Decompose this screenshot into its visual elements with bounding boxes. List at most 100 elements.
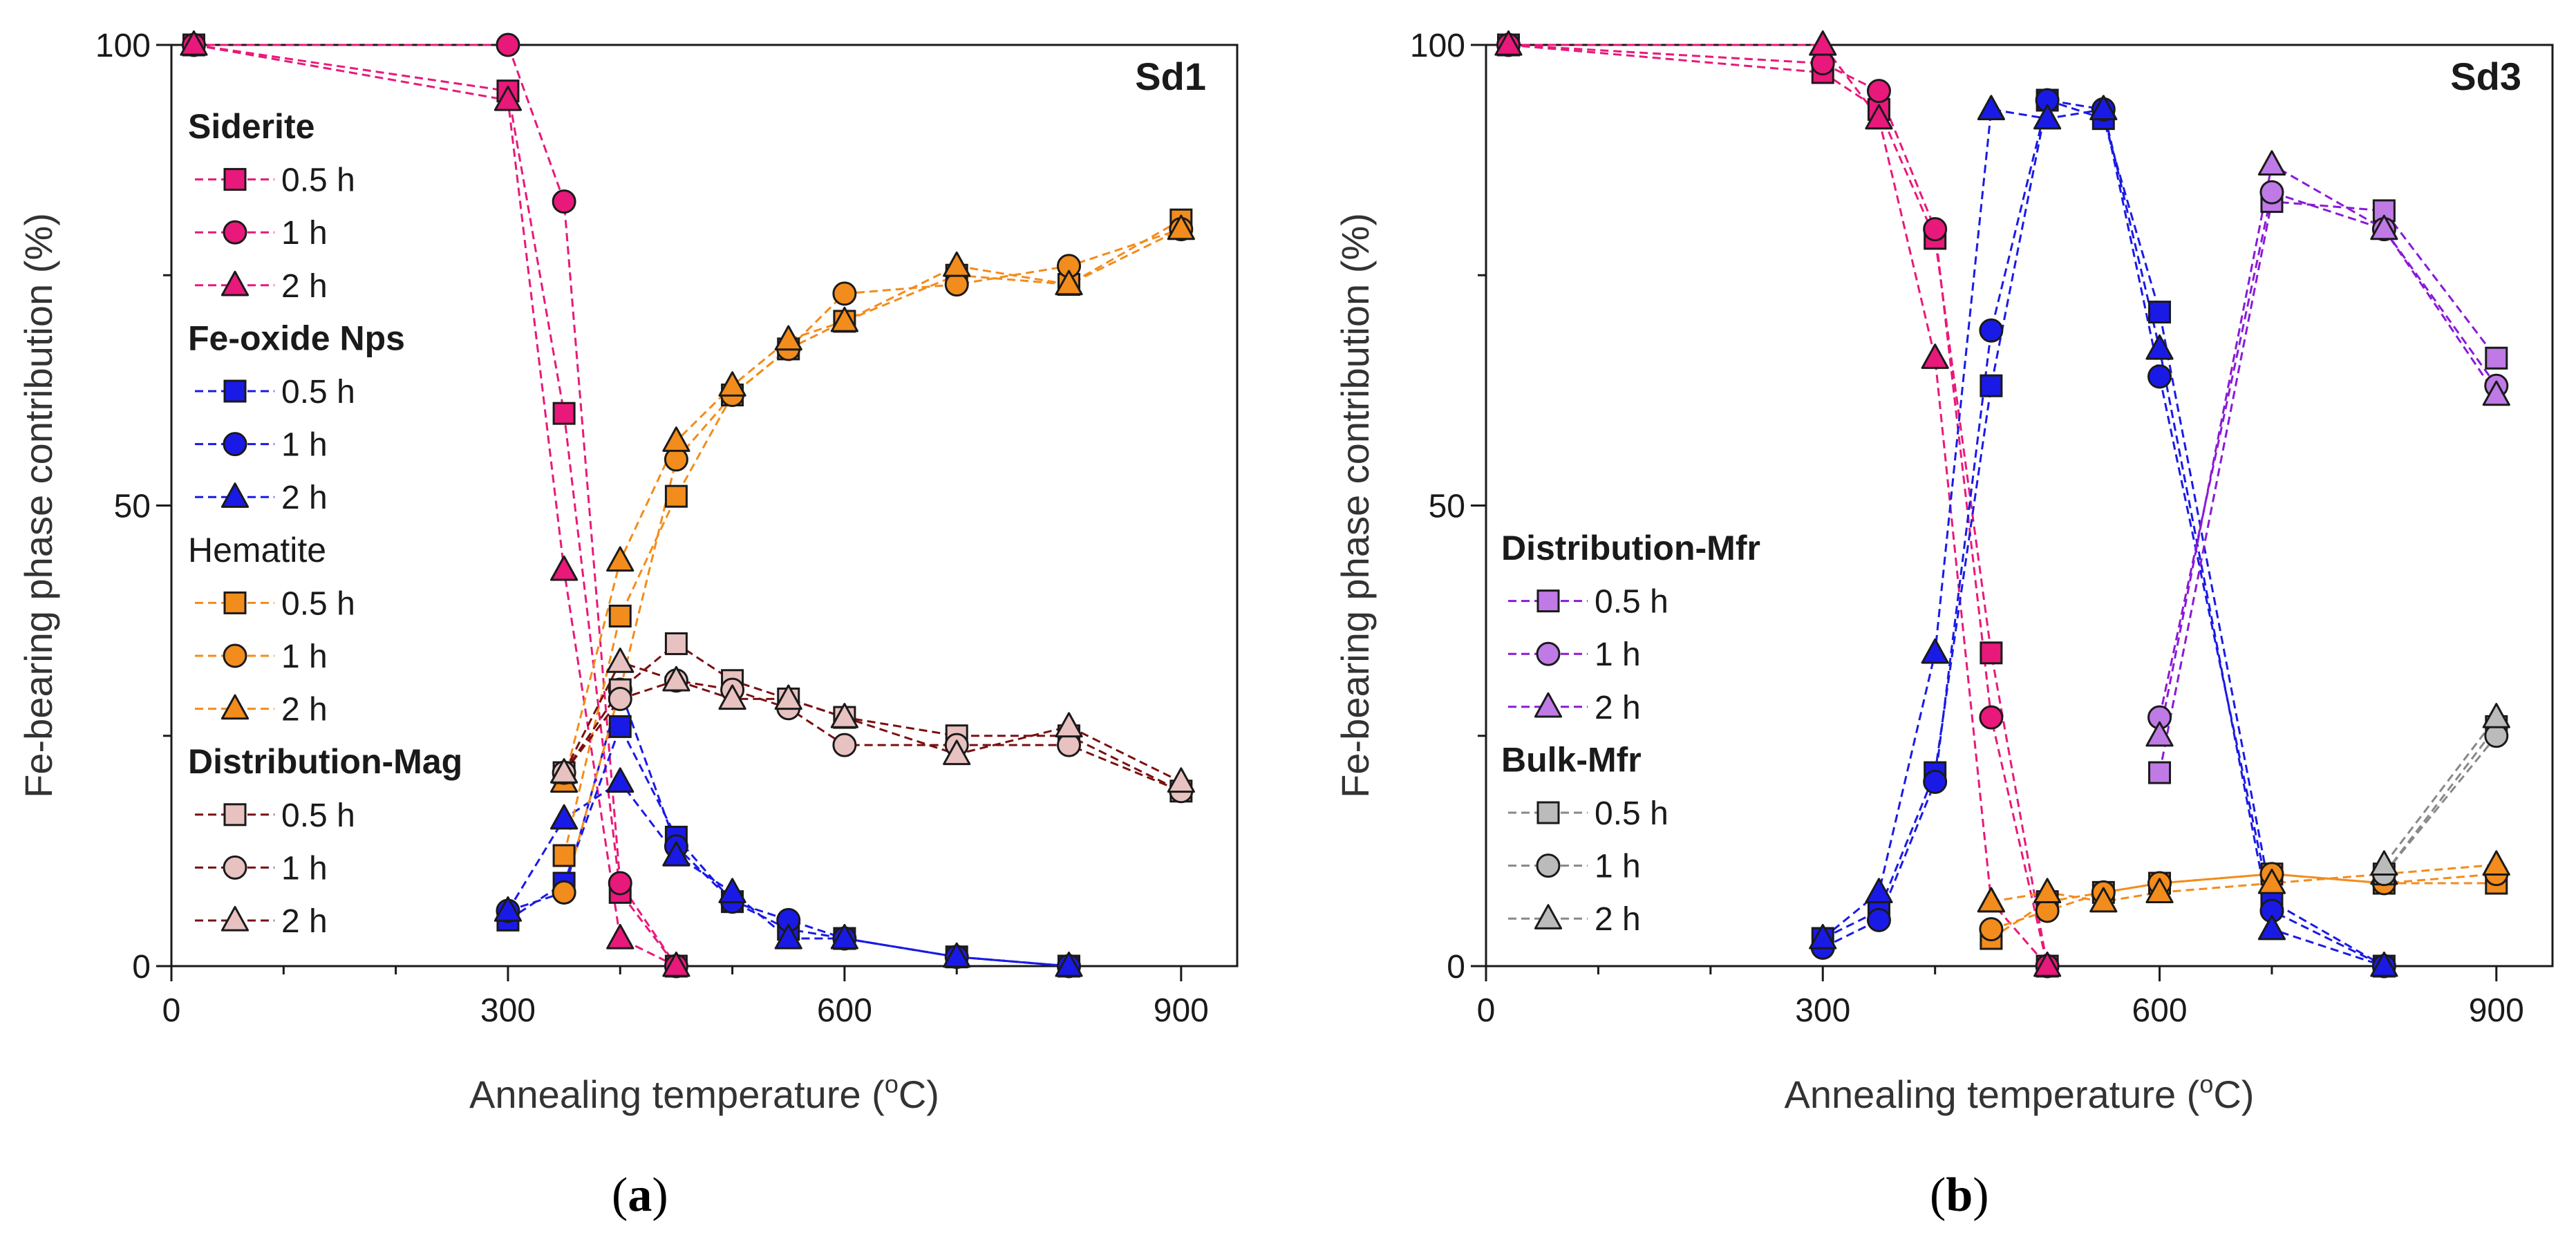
data-point	[1809, 923, 1837, 950]
x-axis-label: Annealing temperature (oC)	[1785, 1070, 2255, 1116]
data-point	[2145, 721, 2174, 747]
series-line-hematite-2-h	[1991, 863, 2497, 903]
legend-group-title: Siderite	[188, 107, 314, 146]
data-point	[2370, 951, 2398, 977]
series-layer	[180, 30, 1195, 979]
series-line-hematite-0-5-h	[563, 218, 1182, 856]
data-point	[550, 555, 579, 581]
data-point	[608, 715, 632, 738]
series-line-bulk-mfr-2-h	[2383, 717, 2497, 866]
y-tick-label: 50	[1429, 489, 1465, 525]
data-point	[2482, 850, 2510, 876]
legend-group-title: Hematite	[188, 531, 326, 569]
data-point	[662, 426, 690, 452]
data-point	[718, 878, 746, 904]
data-point	[774, 923, 802, 950]
data-point	[1979, 917, 2004, 942]
data-point	[1923, 769, 1948, 794]
data-point	[606, 648, 634, 673]
panel-caption-b: (b)	[1930, 1169, 1989, 1222]
data-point	[550, 804, 579, 830]
data-point	[606, 923, 634, 950]
legend-label: 0.5 h	[281, 585, 355, 622]
legend-label: 0.5 h	[281, 374, 355, 410]
data-point	[2089, 887, 2118, 913]
data-point	[2033, 951, 2062, 977]
legend-marker	[220, 905, 250, 932]
legend-label: 1 h	[281, 850, 328, 887]
x-tick-label: 900	[2469, 992, 2524, 1029]
data-point	[2148, 761, 2172, 784]
legend-label: 1 h	[1595, 849, 1641, 885]
legend-label: 0.5 h	[1595, 584, 1668, 621]
data-point	[1921, 343, 1949, 369]
data-point	[1167, 767, 1195, 793]
series-line-distribution-mag-1-h	[563, 679, 1182, 793]
data-point	[2033, 104, 2062, 130]
data-point	[1494, 30, 1523, 56]
legend-label: 1 h	[1595, 636, 1641, 673]
data-point	[550, 758, 579, 784]
legend-label: 1 h	[281, 215, 328, 252]
data-point	[552, 402, 576, 425]
legend-marker	[220, 694, 250, 720]
legend-group-title: Fe-oxide Nps	[188, 319, 405, 357]
series-line-distribution-mag-2-h	[563, 661, 1182, 783]
data-point	[1809, 30, 1837, 56]
data-point	[1866, 907, 1891, 932]
data-point	[830, 703, 858, 728]
legend-label: 0.5 h	[281, 797, 355, 834]
series-line-siderite-2-h	[194, 44, 677, 967]
data-point	[552, 880, 576, 905]
data-point	[493, 896, 523, 922]
data-point	[943, 739, 971, 766]
y-tick-label: 100	[1410, 28, 1465, 64]
legend-label: 2 h	[281, 480, 328, 516]
series-line-distribution-mfr-2-h	[2159, 162, 2498, 737]
y-axis-label: Fe-bearing phase contribution (%)	[17, 213, 60, 798]
legend-marker	[223, 643, 247, 668]
data-point	[830, 923, 858, 950]
legend: Siderite 0.5 h 1 h 2 h Fe-oxide Nps 0.5 h 1 h 2…	[188, 107, 462, 940]
data-point	[493, 85, 523, 111]
x-tick-label: 600	[817, 992, 872, 1029]
data-point	[2145, 878, 2174, 904]
data-point	[1923, 217, 1948, 242]
data-point	[608, 686, 632, 711]
chart-panel-a: 0 300 600 900 0 50 100 Annealing temperature (o…	[17, 28, 1239, 1116]
data-point	[2033, 878, 2062, 904]
data-point	[662, 951, 690, 977]
legend-marker	[220, 270, 250, 296]
panel-caption-a: (a)	[612, 1169, 668, 1222]
data-point	[1979, 705, 2004, 730]
legend-group-title: Distribution-Mfr	[1501, 529, 1760, 567]
x-tick-label: 300	[480, 992, 536, 1029]
legend-marker	[223, 168, 247, 191]
y-tick-label: 0	[132, 949, 151, 985]
data-point	[608, 604, 632, 627]
data-point	[662, 666, 690, 692]
series-line-hematite-1-h	[563, 228, 1182, 893]
x-tick-label: 0	[1477, 992, 1496, 1029]
data-point	[552, 189, 576, 214]
x-tick-label: 600	[2132, 992, 2187, 1029]
legend-label: 2 h	[281, 268, 328, 305]
x-tick-label: 900	[1154, 992, 1209, 1029]
data-point	[943, 251, 971, 277]
data-point	[1979, 318, 2004, 343]
data-point	[2370, 850, 2398, 876]
legend-marker	[1536, 801, 1560, 824]
series-line-siderite-1-h	[1508, 44, 2049, 967]
legend-marker	[223, 803, 247, 827]
data-point	[1865, 104, 1893, 130]
series-line-distribution-mfr-0-5-h	[2159, 200, 2497, 773]
legend-marker	[1536, 641, 1561, 666]
legend-marker	[1536, 589, 1560, 613]
data-point	[1977, 95, 2005, 120]
series-line-hematite-0-5-h	[1991, 873, 2497, 940]
legend-label: 1 h	[281, 427, 328, 464]
data-point	[1977, 887, 2005, 913]
data-point	[2370, 214, 2398, 240]
legend-marker	[220, 482, 250, 508]
data-point	[496, 32, 520, 57]
